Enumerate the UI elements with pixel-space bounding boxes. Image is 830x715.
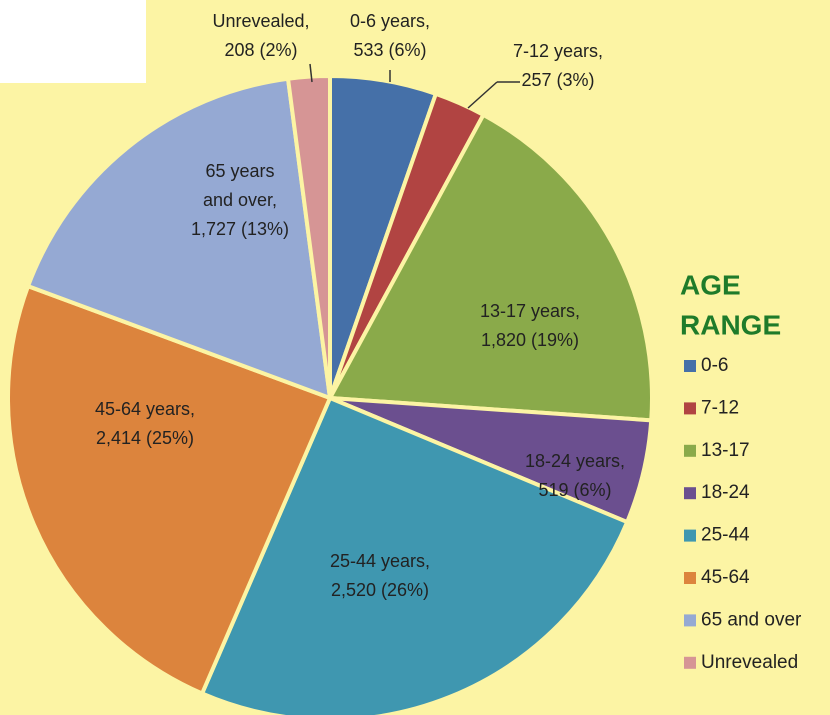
data-label: 13-17 years,: [480, 301, 580, 321]
legend-swatch: [684, 656, 696, 669]
data-label: 1,727 (13%): [191, 219, 289, 239]
pie-slice: [285, 73, 332, 399]
legend-label: 0-6: [701, 355, 728, 376]
legend-swatch: [684, 487, 696, 500]
legend-label: 25-44: [701, 525, 750, 546]
data-label: 65 years: [205, 161, 274, 181]
data-label: 0-6 years,: [350, 11, 430, 31]
legend-swatch: [684, 444, 696, 457]
pie-slice: [199, 395, 630, 715]
pie-slice: [25, 76, 333, 402]
legend-swatch: [684, 572, 696, 584]
data-label: Unrevealed,: [212, 11, 309, 31]
leader-line: [467, 81, 498, 109]
legend-label: 45-64: [701, 567, 750, 588]
data-label: 25-44 years,: [330, 551, 430, 571]
leader-line: [309, 63, 313, 83]
data-label: 519 (6%): [538, 480, 611, 500]
data-label: 257 (3%): [521, 70, 594, 90]
data-label: 208 (2%): [224, 40, 297, 60]
data-label: and over,: [203, 190, 277, 210]
data-label: 7-12 years,: [513, 41, 603, 61]
data-label: 2,414 (25%): [96, 428, 194, 448]
pie-slice: [6, 283, 333, 697]
legend-swatch: [684, 529, 696, 542]
data-label: 533 (6%): [353, 40, 426, 60]
legend-swatch: [684, 614, 696, 627]
legend-label: 13-17: [701, 440, 750, 461]
legend-label: 18-24: [701, 482, 750, 503]
legend-title: AGE: [680, 269, 741, 300]
blank-box: [0, 0, 146, 83]
legend-title: RANGE: [680, 309, 781, 340]
legend-label: 65 and over: [701, 609, 802, 630]
pie-slice: [326, 112, 654, 423]
legend-swatch: [684, 402, 696, 415]
data-label: 45-64 years,: [95, 399, 195, 419]
legend-label: 7-12: [701, 397, 739, 418]
data-label: 18-24 years,: [525, 451, 625, 471]
data-label: 2,520 (26%): [331, 580, 429, 600]
data-label: 1,820 (19%): [481, 330, 579, 350]
legend-swatch: [684, 360, 696, 372]
legend-label: Unrevealed: [701, 652, 798, 673]
